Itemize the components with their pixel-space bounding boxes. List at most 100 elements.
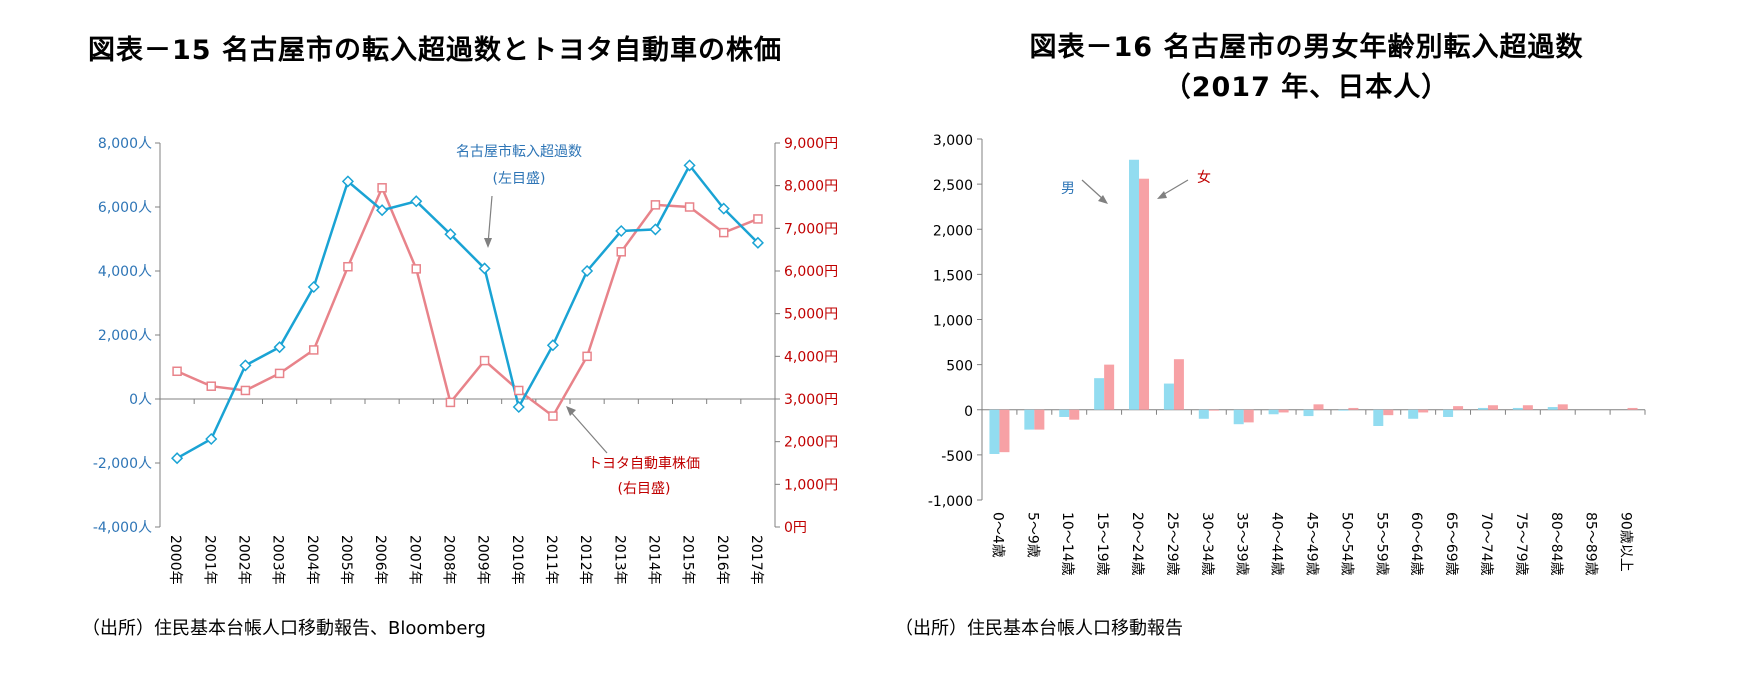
category-label: 15～19歳 (1094, 512, 1110, 576)
stock-price-point (172, 366, 182, 377)
x-tick-label: 2011年 (543, 535, 559, 585)
chart-16-svg: 3,000 2,500 2,000 1,500 1,000 500 0 -500 -1,000 0… (928, 133, 1646, 576)
male-bar (989, 409, 1000, 454)
female-bar (1208, 409, 1219, 411)
stock-price-point (753, 214, 763, 224)
arrow-male (1081, 179, 1105, 201)
net-migration-point (717, 202, 730, 215)
stock-price-point (411, 264, 421, 274)
x-tick-label: 2008年 (440, 535, 456, 585)
category-label: 40～44歳 (1269, 512, 1285, 576)
left-y-tick-label: -4,000人 (93, 520, 152, 536)
stock-price-point (479, 355, 490, 366)
male-bar (1547, 407, 1558, 410)
stock-price-point (684, 202, 695, 212)
male-bar (1024, 409, 1035, 430)
net-migration-point (751, 236, 764, 249)
female-bar (1453, 406, 1464, 410)
right-y-tick-label: 4,000円 (784, 349, 838, 365)
right-y-tick-label: 7,000円 (784, 221, 838, 237)
category-label: 70～74歳 (1478, 512, 1494, 576)
panel-chart-16: 図表－16 名古屋市の男女年齢別転入超過数 （2017 年、日本人） 3,000… (870, 0, 1743, 686)
x-tick-label: 2003年 (270, 535, 286, 585)
net-migration-point (171, 452, 184, 465)
category-label: 50～54歳 (1338, 512, 1354, 576)
category-label: 80～84歳 (1548, 512, 1564, 576)
net-migration-point (581, 264, 594, 278)
stock-price-point (206, 381, 216, 391)
female-bar (1139, 178, 1150, 410)
net-migration-point (273, 341, 286, 354)
stock-price-point (616, 247, 626, 257)
y-tick-label: -1,000 (928, 494, 973, 510)
female-bar (1104, 364, 1115, 410)
x-tick-label: 2010年 (509, 535, 525, 585)
female-bar (1173, 359, 1184, 410)
net-migration-point (444, 228, 457, 241)
stock-price-point (548, 411, 558, 421)
female-bar (1034, 409, 1045, 430)
male-bar (1512, 407, 1523, 410)
category-label: 35～39歳 (1234, 512, 1250, 576)
x-tick-label: 2015年 (680, 535, 696, 585)
x-tick-label: 2001年 (201, 535, 217, 585)
x-tick-label: 2006年 (372, 535, 388, 585)
right-y-tick-label: 3,000円 (784, 392, 838, 408)
chart-title-16: 図表－16 名古屋市の男女年齢別転入超過数 （2017 年、日本人） (870, 28, 1743, 108)
chart-15-svg: 8,000人 6,000人 4,000人 2,000人 0人 -2,000人 -4,000人… (93, 136, 838, 585)
category-label: 55～59歳 (1373, 512, 1389, 576)
net-migration-point (205, 432, 218, 446)
male-bar (1338, 409, 1349, 411)
annotation-stock-price-axis: (右目盛) (618, 481, 671, 497)
left-y-tick-label: 6,000人 (98, 200, 152, 216)
male-bar (1233, 409, 1244, 425)
left-y-tick-label: 4,000人 (98, 264, 152, 280)
net-migration-point (683, 159, 696, 172)
category-label: 25～29歳 (1164, 512, 1180, 576)
stock-price-point (719, 227, 729, 238)
net-migration-point (307, 280, 320, 294)
right-y-tick-label: 5,000円 (784, 307, 838, 323)
stock-price-point (582, 351, 592, 362)
female-bar (1522, 405, 1533, 410)
category-label: 0～4歳 (989, 512, 1005, 558)
female-bar (1383, 409, 1394, 416)
female-bar (999, 409, 1010, 453)
source-note-16: （出所）住民基本台帳人口移動報告 (895, 618, 1183, 639)
category-label: 45～49歳 (1304, 512, 1320, 576)
x-tick-label: 2000年 (167, 535, 183, 585)
chart-title-15: 図表－15 名古屋市の転入超過数とトヨタ自動車の株価 (88, 35, 782, 66)
net-migration-point (512, 400, 525, 414)
y-tick-label: 2,000 (933, 223, 973, 239)
y-tick-label: 2,500 (933, 178, 973, 194)
left-y-tick-label: 0人 (129, 392, 152, 408)
female-bar (1418, 409, 1429, 413)
net-migration-point (376, 204, 389, 217)
female-bar (1487, 405, 1498, 410)
stock-price-point (514, 385, 524, 396)
x-tick-label: 2012年 (577, 535, 593, 585)
male-bar (1303, 409, 1314, 417)
stock-price-point (650, 200, 661, 210)
y-tick-label: 500 (946, 359, 973, 375)
series-line-net-migration (176, 163, 759, 460)
right-y-tick-label: 8,000円 (784, 179, 838, 195)
annotation-male: 男 (1061, 181, 1075, 197)
arrowhead-net-migration (484, 238, 492, 248)
category-label: 90歳以上 (1618, 512, 1634, 572)
annotation-net-migration: 名古屋市転入超過数 (456, 143, 582, 160)
category-label: 85～89歳 (1583, 512, 1599, 576)
male-bar (1059, 409, 1070, 417)
right-y-tick-label: 1,000円 (784, 477, 838, 493)
male-bar (1268, 409, 1279, 415)
arrowhead-female (1157, 191, 1167, 199)
right-y-tick-label: 0円 (784, 520, 807, 536)
annotation-stock-price: トヨタ自動車株価 (588, 455, 700, 472)
y-tick-label: 0 (964, 404, 973, 420)
category-label: 60～64歳 (1408, 512, 1424, 576)
male-bar (1094, 378, 1105, 410)
chart-title-16-line2: （2017 年、日本人） (1163, 72, 1450, 103)
net-migration-point (410, 195, 423, 208)
x-tick-label: 2002年 (235, 535, 251, 585)
category-label: 10～14歳 (1059, 512, 1075, 576)
